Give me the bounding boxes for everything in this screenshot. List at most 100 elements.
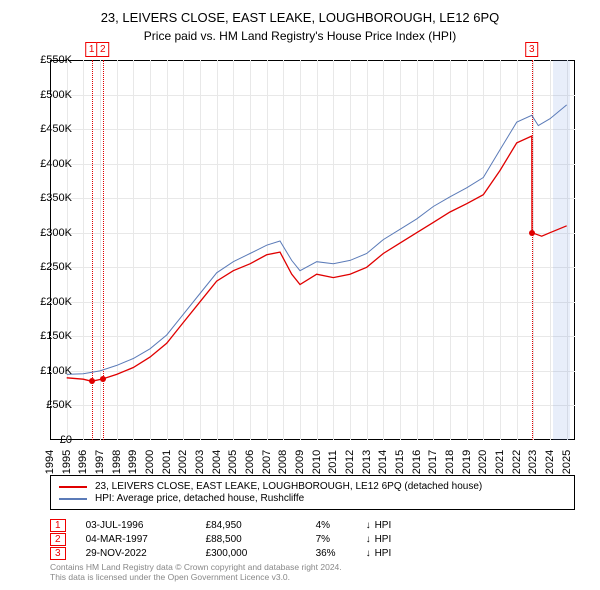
x-gridline bbox=[267, 60, 268, 440]
x-tick-label: 2008 bbox=[277, 450, 289, 474]
x-tick-label: 2023 bbox=[527, 450, 539, 474]
y-gridline bbox=[50, 267, 575, 268]
sale-marker-label: 3 bbox=[525, 42, 539, 57]
sales-table: 1 03-JUL-1996 £84,950 4% ↓ HPI 2 04-MAR-… bbox=[50, 518, 391, 561]
x-tick-label: 2001 bbox=[161, 450, 173, 474]
x-gridline bbox=[333, 60, 334, 440]
legend-swatch-hpi bbox=[59, 498, 87, 500]
title-line-1: 23, LEIVERS CLOSE, EAST LEAKE, LOUGHBORO… bbox=[0, 10, 600, 27]
x-tick-label: 2000 bbox=[144, 450, 156, 474]
x-tick-label: 2004 bbox=[211, 450, 223, 474]
y-tick-label: £300K bbox=[28, 227, 72, 239]
y-gridline bbox=[50, 233, 575, 234]
y-tick-label: £50K bbox=[28, 399, 72, 411]
x-tick-label: 2022 bbox=[511, 450, 523, 474]
chart-container: 23, LEIVERS CLOSE, EAST LEAKE, LOUGHBORO… bbox=[0, 0, 600, 590]
x-gridline bbox=[317, 60, 318, 440]
x-gridline bbox=[517, 60, 518, 440]
sales-price-3: £300,000 bbox=[206, 548, 316, 559]
sales-suffix-2: HPI bbox=[375, 534, 392, 545]
x-tick-label: 2009 bbox=[294, 450, 306, 474]
x-gridline bbox=[100, 60, 101, 440]
sale-marker-line bbox=[532, 60, 533, 440]
y-tick-label: £250K bbox=[28, 261, 72, 273]
x-tick-label: 1996 bbox=[77, 450, 89, 474]
x-tick-label: 2011 bbox=[327, 450, 339, 474]
x-gridline bbox=[533, 60, 534, 440]
forecast-shade-band bbox=[553, 60, 570, 440]
sales-date-2: 04-MAR-1997 bbox=[86, 534, 206, 545]
sales-date-3: 29-NOV-2022 bbox=[86, 548, 206, 559]
y-tick-label: £400K bbox=[28, 158, 72, 170]
sales-marker-3: 3 bbox=[50, 547, 66, 560]
x-tick-label: 2002 bbox=[177, 450, 189, 474]
plot-border bbox=[50, 60, 575, 440]
legend-item-hpi: HPI: Average price, detached house, Rush… bbox=[59, 493, 566, 504]
sales-suffix-3: HPI bbox=[375, 548, 392, 559]
x-tick-label: 1998 bbox=[111, 450, 123, 474]
sales-row-2: 2 04-MAR-1997 £88,500 7% ↓ HPI bbox=[50, 533, 391, 546]
legend-label-price-paid: 23, LEIVERS CLOSE, EAST LEAKE, LOUGHBORO… bbox=[95, 481, 482, 492]
x-gridline bbox=[250, 60, 251, 440]
x-gridline bbox=[67, 60, 68, 440]
y-gridline bbox=[50, 129, 575, 130]
x-gridline bbox=[467, 60, 468, 440]
x-tick-label: 2021 bbox=[494, 450, 506, 474]
sales-suffix-1: HPI bbox=[375, 520, 392, 531]
x-gridline bbox=[150, 60, 151, 440]
x-gridline bbox=[133, 60, 134, 440]
arrow-down-icon: ↓ bbox=[366, 534, 371, 545]
x-tick-label: 2017 bbox=[427, 450, 439, 474]
y-gridline bbox=[50, 336, 575, 337]
x-gridline bbox=[367, 60, 368, 440]
footer-line-2: This data is licensed under the Open Gov… bbox=[50, 572, 342, 582]
x-tick-label: 1995 bbox=[61, 450, 73, 474]
sales-price-2: £88,500 bbox=[206, 534, 316, 545]
sales-marker-1: 1 bbox=[50, 519, 66, 532]
x-tick-label: 2005 bbox=[227, 450, 239, 474]
y-tick-label: £500K bbox=[28, 89, 72, 101]
x-tick-label: 1994 bbox=[44, 450, 56, 474]
x-gridline bbox=[217, 60, 218, 440]
sale-marker-label: 2 bbox=[96, 42, 110, 57]
x-tick-label: 2025 bbox=[561, 450, 573, 474]
sales-pct-2: 7% bbox=[316, 534, 366, 545]
sales-price-1: £84,950 bbox=[206, 520, 316, 531]
x-tick-label: 2012 bbox=[344, 450, 356, 474]
footer: Contains HM Land Registry data © Crown c… bbox=[50, 562, 342, 582]
footer-line-1: Contains HM Land Registry data © Crown c… bbox=[50, 562, 342, 572]
x-gridline bbox=[200, 60, 201, 440]
x-tick-label: 2007 bbox=[261, 450, 273, 474]
x-gridline bbox=[233, 60, 234, 440]
y-gridline bbox=[50, 405, 575, 406]
arrow-down-icon: ↓ bbox=[366, 548, 371, 559]
x-gridline bbox=[383, 60, 384, 440]
y-tick-label: £200K bbox=[28, 296, 72, 308]
x-gridline bbox=[433, 60, 434, 440]
x-gridline bbox=[417, 60, 418, 440]
sales-row-1: 1 03-JUL-1996 £84,950 4% ↓ HPI bbox=[50, 519, 391, 532]
x-tick-label: 1997 bbox=[94, 450, 106, 474]
sales-pct-3: 36% bbox=[316, 548, 366, 559]
x-tick-label: 2003 bbox=[194, 450, 206, 474]
chart-title: 23, LEIVERS CLOSE, EAST LEAKE, LOUGHBORO… bbox=[0, 0, 600, 44]
x-tick-label: 2010 bbox=[311, 450, 323, 474]
x-tick-label: 2014 bbox=[377, 450, 389, 474]
x-gridline bbox=[183, 60, 184, 440]
x-gridline bbox=[500, 60, 501, 440]
x-tick-label: 2015 bbox=[394, 450, 406, 474]
x-gridline bbox=[167, 60, 168, 440]
x-gridline bbox=[450, 60, 451, 440]
sales-row-3: 3 29-NOV-2022 £300,000 36% ↓ HPI bbox=[50, 547, 391, 560]
x-tick-label: 2006 bbox=[244, 450, 256, 474]
x-tick-label: 1999 bbox=[127, 450, 139, 474]
legend: 23, LEIVERS CLOSE, EAST LEAKE, LOUGHBORO… bbox=[50, 475, 575, 510]
x-tick-label: 2020 bbox=[477, 450, 489, 474]
x-gridline bbox=[83, 60, 84, 440]
x-tick-label: 2018 bbox=[444, 450, 456, 474]
x-gridline bbox=[117, 60, 118, 440]
x-gridline bbox=[483, 60, 484, 440]
sales-date-1: 03-JUL-1996 bbox=[86, 520, 206, 531]
y-gridline bbox=[50, 302, 575, 303]
x-gridline bbox=[400, 60, 401, 440]
